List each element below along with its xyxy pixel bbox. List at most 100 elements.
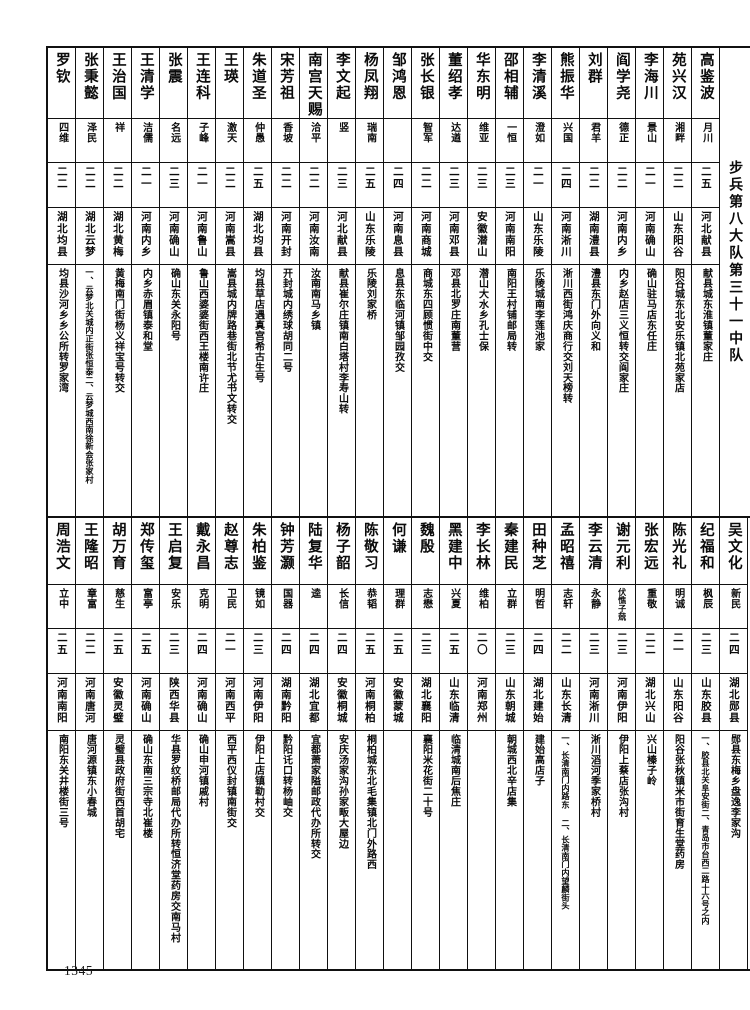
address-text: 鲁山西婆婆街西王楼南许庄: [196, 267, 208, 394]
cell-origin: 山东胶县: [691, 672, 720, 731]
cell-origin: 安徽潜山: [467, 206, 496, 265]
origin-text: 湖北襄阳: [419, 676, 432, 723]
cell-address: 献县城东淮镇董家庄: [691, 263, 720, 525]
cell-origin: 山东阳谷: [663, 672, 692, 731]
roster-row-age: 二二 二二 二二 二一 二三 二一 二二 二五 二二 二二 二三 二五 二四 二二 二三 二三 二三 二一 二四 二二…: [46, 162, 750, 208]
cell-alias: 洽平: [299, 118, 328, 164]
cell-origin: 河南南阳: [495, 206, 524, 265]
cell-address: 确山东关永阳号: [159, 263, 188, 525]
cell-alias: 一恒: [495, 118, 524, 164]
name-text: 邵相辅: [501, 52, 518, 102]
cell-origin: 河南息县: [383, 206, 412, 265]
roster-row-name: 罗钦 张秉懿 王治国 王清学 张震 王连科 王瑛 朱道圣 宋芳祖 南宫天赐 李文起 杨凤翔 邹鸿恩 张长银…: [46, 46, 750, 525]
name-text: 董绍孝: [445, 52, 462, 102]
cell-name: 刘群: [579, 46, 608, 120]
address-text: 建始高店子: [532, 733, 544, 786]
name-text: 杨子韶: [333, 522, 350, 572]
cell-alias: 逵: [299, 583, 328, 630]
age-text: 二二: [111, 166, 124, 191]
age-text: 二二: [279, 166, 292, 191]
address-text: 内乡赵店三义恒转交阎家庄: [616, 267, 628, 394]
alias-text: 子峰: [196, 122, 208, 144]
age-text: 二五: [447, 632, 460, 657]
cell-origin: 湖北襄阳: [411, 672, 440, 731]
cell-name: 邹鸿恩: [383, 46, 412, 120]
cell-name: 王隆昭: [75, 516, 104, 585]
alias-text: 激天: [224, 122, 236, 144]
origin-text: 山东乐陵: [363, 210, 376, 257]
cell-address: 息县东临河镇邹园孜交: [383, 263, 412, 525]
name-text: 王启复: [165, 522, 182, 572]
roster-row-alias: 四维 泽民 祥 洁儒 名远 子峰 激天 仲愚 香坡 洽平 竖 瑞南 智军 达遒 维亚 一恒 澄如 兴国 君羊 德正 景山…: [46, 118, 750, 164]
cell-origin: 山东阳谷: [663, 206, 692, 265]
age-text: 二五: [139, 632, 152, 657]
cell-origin: 安徽灵璧: [103, 672, 132, 731]
cell-name: 黑建中: [439, 516, 468, 585]
age-text: 二二: [559, 632, 572, 657]
cell-name: 李清溪: [523, 46, 552, 120]
address-text: 开封城内绣球胡同二号: [280, 267, 292, 373]
name-text: 高鉴波: [697, 52, 714, 102]
cell-name: 苑兴汉: [663, 46, 692, 120]
cell-age: 二一: [215, 628, 244, 674]
cell-age: 二二: [635, 628, 664, 674]
name-text: 张长银: [417, 52, 434, 102]
cell-alias: 澄如: [523, 118, 552, 164]
cell-name: 杨子韶: [327, 516, 356, 585]
cell-address: 黔阳讬口转杨岫交: [271, 729, 300, 971]
alias-text: 永静: [588, 588, 600, 610]
cell-address: 确山申河镇戚村: [187, 729, 216, 971]
cell-address: 西平西仪封镇南街交: [215, 729, 244, 971]
roster-row-age: 二五 二二 二五 二五 二三 二四 二一 二三 二四 二四 二四 二五 二五 二三 二五 二〇 二三 二四 二二 二三…: [46, 628, 750, 674]
alias-text: 智军: [420, 122, 432, 144]
cell-origin: 湖北云梦: [75, 206, 104, 265]
cell-alias: 明哲: [523, 583, 552, 630]
cell-origin: 湖北宜都: [299, 672, 328, 731]
origin-text: 河南淅川: [559, 210, 572, 257]
name-text: 王连科: [193, 52, 210, 102]
cell-age: 二二: [579, 162, 608, 208]
cell-address: 一、长清南门内路东 二、长清南门内望麟街头: [551, 729, 580, 971]
address-text: 襄阳米花街二十号: [420, 733, 432, 818]
age-text: 二二: [55, 166, 68, 191]
alias-text: 洁儒: [140, 122, 152, 144]
age-text: 二三: [419, 632, 432, 657]
name-text: 魏殷: [417, 522, 434, 556]
name-text: 谢元利: [613, 522, 630, 572]
cell-age: 二五: [355, 628, 384, 674]
address-text: 乐陵刘家桥: [364, 267, 376, 320]
cell-origin: 湖南澧县: [579, 206, 608, 265]
name-text: 张震: [165, 52, 182, 86]
cell-age: 二五: [383, 628, 412, 674]
name-text: 郑传玺: [137, 522, 154, 572]
origin-text: 安徽蒙城: [391, 676, 404, 723]
name-text: 朱柏鉴: [249, 522, 266, 572]
address-text: 黄梅南门街杨义祥宝号转交: [112, 267, 124, 394]
cell-origin: 河南确山: [635, 206, 664, 265]
origin-text: 河南开封: [279, 210, 292, 257]
alias-text: 镜如: [252, 588, 264, 610]
age-text: 二三: [167, 632, 180, 657]
cell-address: 献县崔尔庄镇南白塔村李寿山转: [327, 263, 356, 525]
address-text: 息县东临河镇邹园孜交: [392, 267, 404, 373]
cell-name: 李云清: [579, 516, 608, 585]
cell-alias: 章富: [75, 583, 104, 630]
cell-address: 一、云梦北关城内正街张恒泰二、云梦城西南徐新会张家村: [75, 263, 104, 525]
alias-text: 枫辰: [700, 588, 712, 610]
name-text: 杨凤翔: [361, 52, 378, 102]
address-text: 灵璧县政府街西首胡宅: [112, 733, 124, 839]
cell-origin: 河北献县: [691, 206, 720, 265]
cell-address: 灵璧县政府街西首胡宅: [103, 729, 132, 971]
cell-alias: 镜如: [243, 583, 272, 630]
age-text: 二二: [643, 632, 656, 657]
alias-text: 德正: [616, 122, 628, 144]
cell-address: 建始高店子: [523, 729, 552, 971]
address-text: 确山东南三宗寺北崔楼: [140, 733, 152, 839]
cell-origin: 河南商城: [411, 206, 440, 265]
cell-alias: 泽民: [75, 118, 104, 164]
cell-age: 二五: [243, 162, 272, 208]
cell-age: 二一: [187, 162, 216, 208]
age-text: 二一: [531, 166, 544, 191]
alias-text: 安乐: [168, 588, 180, 610]
roster-row-origin: 河南南阳 河南唐河 安徽灵璧 河南确山 陕西华县 河南确山 河南西平 河南伊阳 湖南黔阳 湖北宜都…: [46, 672, 750, 731]
